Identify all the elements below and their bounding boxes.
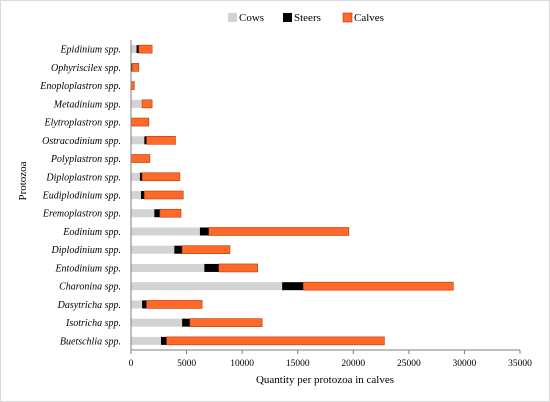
category-label: Elytroplastron spp. xyxy=(44,118,121,129)
bar-calves xyxy=(181,245,231,255)
bar-calves xyxy=(141,99,153,109)
category-label: Entodinium spp. xyxy=(54,263,121,274)
bar-steers xyxy=(199,227,209,236)
category-label: Ostracodinium spp. xyxy=(42,136,121,147)
bar-cows xyxy=(131,45,137,54)
bar-calves xyxy=(131,63,140,72)
bar-steers xyxy=(144,136,147,145)
bar-calves xyxy=(208,227,350,236)
bar-steers xyxy=(139,172,143,181)
legend: Cows Steers Calves xyxy=(228,12,384,24)
bar-steers xyxy=(174,245,183,254)
category-label: Diplodinium spp. xyxy=(51,245,121,256)
bar-cows xyxy=(131,227,200,236)
bar-calves xyxy=(166,336,385,346)
x-tick-label: 0 xyxy=(129,359,134,369)
category-label: Ophyriscilex spp. xyxy=(51,63,121,74)
category-label: Buetschlia spp. xyxy=(60,336,121,347)
bar-steers xyxy=(154,209,160,218)
x-tick-label: 5000 xyxy=(177,359,196,369)
bar-cows xyxy=(131,245,175,254)
bar-cows xyxy=(131,191,142,199)
x-axis-title: Quantity per protozoa in calves xyxy=(256,374,394,386)
bar-calves xyxy=(159,208,182,218)
category-label: Isotricha spp. xyxy=(65,318,121,329)
bar-steers xyxy=(136,45,139,54)
legend-label-steers: Steers xyxy=(294,12,321,24)
category-label: Enoploplastron spp. xyxy=(39,81,121,92)
bar-cows xyxy=(131,318,183,327)
bar-steers xyxy=(161,336,167,345)
x-tick-label: 30000 xyxy=(453,359,477,369)
legend-swatch-calves xyxy=(342,12,353,23)
bar-steers xyxy=(182,318,190,327)
category-label: Eudiplodinium spp. xyxy=(42,191,121,202)
bar-calves xyxy=(144,190,184,200)
bar-calves xyxy=(146,135,176,145)
category-label: Polyplastron spp. xyxy=(50,154,121,165)
legend-swatch-steers xyxy=(283,13,292,22)
bar-steers xyxy=(282,282,304,291)
bar-steers xyxy=(204,263,219,272)
x-axis-ticks: 0 5000 10000 15000 20000 25000 30000 35000 xyxy=(129,350,532,369)
bar-cows xyxy=(131,172,140,181)
bar-calves xyxy=(130,117,150,127)
x-tick-label: 20000 xyxy=(341,359,365,369)
bar-calves xyxy=(302,281,454,291)
bar-calves xyxy=(189,318,263,327)
x-tick-label: 25000 xyxy=(397,359,421,369)
category-label: Eodinium spp. xyxy=(62,227,121,238)
bar-calves xyxy=(130,154,151,163)
category-label: Dasytricha spp. xyxy=(57,300,121,311)
bar-cows xyxy=(131,209,155,218)
bar-calves xyxy=(141,172,181,182)
bar-cows xyxy=(131,300,143,309)
legend-swatch-cows xyxy=(228,13,237,22)
legend-label-cows: Cows xyxy=(239,12,264,24)
x-tick-label: 10000 xyxy=(230,359,254,369)
bar-cows xyxy=(131,136,145,145)
bars xyxy=(130,44,454,346)
category-label: Epidinium spp. xyxy=(59,45,121,56)
bar-steers xyxy=(141,191,145,199)
bar-calves xyxy=(130,81,135,90)
y-axis-title: Protozoa xyxy=(17,161,29,200)
bar-calves xyxy=(218,263,259,273)
category-labels: Epidinium spp. Ophyriscilex spp. Enoplopla… xyxy=(39,45,121,348)
category-label: Metadinium spp. xyxy=(53,99,121,110)
bar-calves xyxy=(138,44,153,54)
bar-cows xyxy=(131,336,162,345)
x-tick-label: 15000 xyxy=(286,359,310,369)
bar-cows xyxy=(131,263,205,272)
category-label: Eremoplastron spp. xyxy=(42,209,121,220)
bar-cows xyxy=(131,282,283,291)
bar-steers xyxy=(142,300,147,309)
bar-cows xyxy=(131,99,143,108)
category-label: Diploplastron spp. xyxy=(45,172,121,183)
x-tick-label: 35000 xyxy=(508,359,532,369)
bar-calves xyxy=(146,300,203,309)
category-label: Charonina spp. xyxy=(59,282,121,293)
legend-label-calves: Calves xyxy=(354,12,384,24)
bar-steers xyxy=(131,63,133,72)
